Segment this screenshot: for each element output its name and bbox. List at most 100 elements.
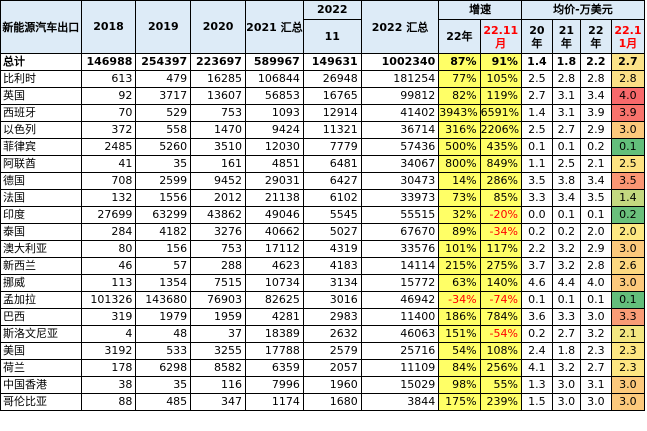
cell-p22: 3.4	[579, 87, 612, 105]
cell-y2018: 92	[80, 87, 137, 105]
cell-y2018: 178	[80, 359, 137, 377]
cell-y2018: 146988	[80, 53, 137, 71]
cell-name: 法国	[0, 189, 82, 207]
table-row: 英国 92 3717 13607 56853 16765 99812 82% 119% 2.7 3.…	[0, 87, 646, 105]
table-row: 总计 146988 254397 223697 589967 149631 1002340 8…	[0, 53, 646, 71]
cell-p22: 2.3	[579, 342, 612, 360]
cell-p21: 0.1	[551, 291, 581, 309]
cell-y2021: 4623	[244, 257, 304, 275]
cell-y2020: 37	[190, 325, 246, 343]
cell-p2211: 2.7	[610, 53, 646, 71]
cell-g22: 175%	[438, 393, 481, 411]
cell-p20: 1.3	[520, 376, 553, 394]
cell-p20: 0.0	[520, 206, 553, 224]
cell-y2018: 101326	[80, 291, 137, 309]
cell-y2020: 161	[190, 155, 246, 173]
cell-g2211: 119%	[479, 87, 522, 105]
cell-m11: 4183	[302, 257, 362, 275]
cell-p2211: 3.0	[610, 274, 646, 292]
cell-y2018: 46	[80, 257, 137, 275]
cell-m11: 12914	[302, 104, 362, 122]
cell-p20: 3.5	[520, 172, 553, 190]
cell-g22: 89%	[438, 223, 481, 241]
cell-m11: 2983	[302, 308, 362, 326]
header-2022-total: 2022 汇总	[360, 0, 440, 54]
cell-p2211: 2.6	[610, 257, 646, 275]
cell-g22: 215%	[438, 257, 481, 275]
cell-y2022: 25716	[360, 342, 440, 360]
cell-y2020: 1959	[190, 308, 246, 326]
cell-g2211: 105%	[479, 70, 522, 88]
cell-m11: 2057	[302, 359, 362, 377]
table-row: 印度 27699 63299 43862 49046 5545 55515 32% -20% 0.…	[0, 206, 646, 224]
table-row: 西班牙 70 529 753 1093 12914 41402 3943% 6591% 1.4 3.…	[0, 104, 646, 122]
cell-y2022: 99812	[360, 87, 440, 105]
cell-p22: 2.9	[579, 121, 612, 139]
cell-p20: 0.1	[520, 138, 553, 156]
cell-y2019: 6298	[135, 359, 192, 377]
cell-p20: 4.1	[520, 359, 553, 377]
cell-p20: 1.4	[520, 53, 553, 71]
header-price-2211: 22.1 1月	[610, 19, 646, 54]
header-2018: 2018	[80, 0, 137, 54]
cell-y2018: 41	[80, 155, 137, 173]
cell-g2211: 91%	[479, 53, 522, 71]
cell-p2211: 3.0	[610, 393, 646, 411]
cell-p2211: 3.0	[610, 240, 646, 258]
cell-p2211: 3.3	[610, 308, 646, 326]
cell-g22: 316%	[438, 121, 481, 139]
table-row: 比利时 613 479 16285 106844 26948 181254 77% 105% 2.…	[0, 70, 646, 88]
cell-name: 斯洛文尼亚	[0, 325, 82, 343]
cell-g22: 800%	[438, 155, 481, 173]
cell-p22: 3.1	[579, 376, 612, 394]
cell-p21: 2.7	[551, 121, 581, 139]
cell-g2211: 275%	[479, 257, 522, 275]
cell-name: 德国	[0, 172, 82, 190]
table-row: 挪威 113 1354 7515 10734 3134 15772 63% 140% 4.6 4.4…	[0, 274, 646, 292]
cell-g2211: 140%	[479, 274, 522, 292]
cell-p20: 2.2	[520, 240, 553, 258]
cell-y2020: 9452	[190, 172, 246, 190]
cell-p22: 2.9	[579, 240, 612, 258]
cell-p21: 2.5	[551, 155, 581, 173]
cell-p2211: 3.0	[610, 376, 646, 394]
table-row: 美国 3192 533 3255 17788 2579 25716 54% 108% 2.4 1.8…	[0, 342, 646, 360]
cell-y2020: 753	[190, 240, 246, 258]
cell-y2019: 156	[135, 240, 192, 258]
cell-p2211: 2.8	[610, 70, 646, 88]
cell-p22: 3.0	[579, 393, 612, 411]
table-row: 菲律宾 2485 5260 3510 12030 7779 57436 500% 435% 0.1…	[0, 138, 646, 156]
cell-g2211: 286%	[479, 172, 522, 190]
cell-y2020: 8582	[190, 359, 246, 377]
cell-m11: 16765	[302, 87, 362, 105]
cell-y2018: 3192	[80, 342, 137, 360]
cell-y2022: 3844	[360, 393, 440, 411]
cell-y2018: 38	[80, 376, 137, 394]
cell-p22: 2.8	[579, 70, 612, 88]
cell-p2211: 3.5	[610, 172, 646, 190]
cell-p22: 3.9	[579, 104, 612, 122]
cell-p2211: 0.1	[610, 291, 646, 309]
cell-y2019: 4182	[135, 223, 192, 241]
cell-p2211: 2.1	[610, 325, 646, 343]
header-growth-2211: 22.11 月	[479, 19, 522, 54]
cell-m11: 6427	[302, 172, 362, 190]
cell-y2021: 17112	[244, 240, 304, 258]
cell-m11: 6102	[302, 189, 362, 207]
cell-p21: 3.0	[551, 393, 581, 411]
cell-g2211: -34%	[479, 223, 522, 241]
cell-g2211: -74%	[479, 291, 522, 309]
cell-name: 总计	[0, 53, 82, 71]
cell-g2211: 2206%	[479, 121, 522, 139]
cell-y2020: 43862	[190, 206, 246, 224]
cell-m11: 3016	[302, 291, 362, 309]
cell-p22: 2.8	[579, 257, 612, 275]
cell-name: 印度	[0, 206, 82, 224]
cell-y2020: 288	[190, 257, 246, 275]
cell-p21: 2.8	[551, 70, 581, 88]
cell-g22: 77%	[438, 70, 481, 88]
cell-y2020: 1470	[190, 121, 246, 139]
cell-y2022: 55515	[360, 206, 440, 224]
cell-y2019: 48	[135, 325, 192, 343]
cell-p21: 0.1	[551, 138, 581, 156]
